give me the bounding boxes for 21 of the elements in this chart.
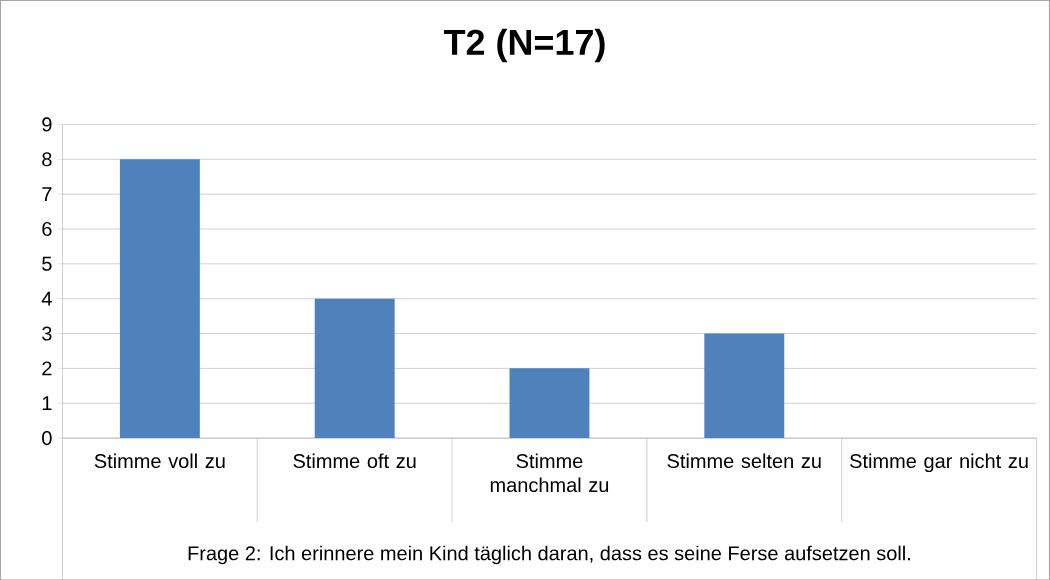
y-tick-label: 6 <box>42 221 52 236</box>
y-tick-label: 4 <box>41 291 52 306</box>
x-axis-title: Frage 2: Ich erinnere mein Kind täglich daran, dass es seine Ferse aufsetzen soll. <box>188 545 910 565</box>
y-tick-label: 7 <box>42 187 52 201</box>
x-tick-label: Stimme gar nicht zu <box>850 453 1028 472</box>
y-tick-label: 1 <box>42 396 52 410</box>
bar <box>119 159 200 438</box>
x-tick-label: Stimme oft zu <box>293 453 416 468</box>
x-tick-label: Stimme selten zu <box>667 453 821 468</box>
x-tick-label: Stimme manchmal zu <box>490 453 609 492</box>
y-tick-label: 5 <box>42 256 52 271</box>
x-tick-label: Stimme voll zu <box>94 453 225 468</box>
chart-title: T2 (N=17) <box>443 28 605 62</box>
bar <box>509 368 590 438</box>
y-tick-label: 0 <box>42 430 52 445</box>
y-tick-label: 3 <box>42 326 52 341</box>
y-tick-label: 8 <box>42 151 52 167</box>
bar <box>314 298 395 438</box>
y-tick-label: 2 <box>42 361 52 376</box>
bar <box>704 333 785 438</box>
y-tick-label: 9 <box>42 117 52 132</box>
